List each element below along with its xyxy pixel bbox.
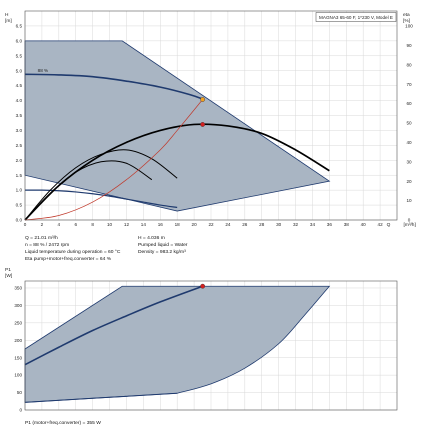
x-tick-label: 34 (310, 222, 316, 227)
y-tick-label: 250 (14, 320, 22, 325)
y-axis-label: P1 (5, 267, 11, 273)
info-text: Eta pump+motor+freq.converter = 64 % (25, 256, 112, 262)
y2-tick-label: 0 (408, 218, 411, 223)
pump_curve_88-line (24, 73, 203, 100)
y-tick-label: 3.5 (16, 113, 23, 118)
subtitle-box (315, 12, 397, 22)
x-tick-label: 16 (158, 222, 164, 227)
x-tick-label: 0 (24, 222, 27, 227)
y-tick-label: 1.0 (16, 188, 23, 193)
y-tick-label: 0.0 (16, 218, 23, 223)
x-tick-label: 42 (378, 222, 384, 227)
y2-tick-label: 80 (406, 62, 412, 67)
y-tick-label: 6.0 (16, 38, 23, 43)
y-tick-label: 3.0 (16, 128, 23, 133)
y2-tick-label: 90 (406, 43, 412, 48)
x-tick-label: 12 (124, 222, 130, 227)
power_min-line (24, 392, 178, 403)
operating-info: Q = 21.01 m³/hn = 88 % / 2472 rpmLiquid … (25, 235, 188, 262)
power-envelope (24, 285, 331, 403)
x-tick-label: 30 (276, 222, 282, 227)
x-tick-label: 4 (58, 222, 61, 227)
info-text: n = 88 % / 2472 rpm (25, 242, 69, 248)
x-tick-label: 38 (344, 222, 350, 227)
y-tick-label: 200 (14, 338, 22, 343)
y-tick-label: 6.5 (16, 24, 23, 29)
y-tick-label: 50 (17, 390, 23, 395)
x-tick-label: 20 (192, 222, 198, 227)
y-tick-label: 4.5 (16, 83, 23, 88)
efficiency_low_1-line (24, 149, 178, 221)
y-axis-unit: [m] (5, 18, 12, 24)
y-tick-label: 4.0 (16, 98, 23, 103)
x-tick-label: 32 (293, 222, 299, 227)
info-text: P1 (motor+freq.converter) = 355 W (25, 420, 101, 426)
y2-tick-label: 50 (406, 121, 412, 126)
y-tick-label: 350 (14, 286, 22, 291)
y2-tick-label: 10 (406, 198, 412, 203)
system_curve-line (24, 99, 203, 221)
x-tick-label: 14 (141, 222, 147, 227)
x-axis-unit: [m³/h] (404, 222, 416, 228)
power_point (200, 283, 206, 289)
y-tick-label: 2.0 (16, 158, 23, 163)
x-tick-label: 6 (74, 222, 77, 227)
x-tick-label: 8 (91, 222, 94, 227)
x-axis-label: Q (387, 222, 391, 228)
y2-axis-unit: [%] (403, 18, 410, 24)
x-tick-label: 26 (242, 222, 248, 227)
eta_point (200, 122, 206, 127)
plot-frame (24, 280, 398, 411)
x-tick-label: 36 (327, 222, 333, 227)
y-tick-label: 5.5 (16, 53, 23, 58)
y2-axis-label: eta (403, 12, 410, 18)
y-tick-label: 2.5 (16, 143, 23, 148)
y-tick-label: 0 (19, 408, 22, 413)
x-tick-label: 18 (175, 222, 181, 227)
x-tick-label: 28 (259, 222, 265, 227)
y-axis-label: H (5, 12, 9, 18)
power_curve-line (24, 285, 203, 366)
x-tick-label: 2 (41, 222, 44, 227)
x-tick-label: 10 (107, 222, 113, 227)
head-chart: 88 % 0.0 0.5 1.0 1.5 2.0 2.5 3.0 3.5 4.0 4.5 5.0 5.5… (5, 10, 416, 262)
y-tick-label: 0.5 (16, 203, 23, 208)
y2-tick-label: 70 (406, 82, 412, 87)
info-text: Density = 983.2 kg/m³ (138, 249, 186, 255)
y-tick-label: 300 (14, 303, 22, 308)
plot-frame (24, 10, 398, 221)
y2-tick-label: 60 (406, 101, 412, 106)
y-axis-unit: [W] (5, 273, 12, 279)
y-tick-label: 100 (14, 373, 22, 378)
x-tick-label: 24 (225, 222, 231, 227)
x-tick-label: 22 (208, 222, 214, 227)
efficiency_low_2-line (24, 160, 153, 221)
y-tick-label: 150 (14, 355, 22, 360)
y2-tick-label: 20 (406, 179, 412, 184)
chart-subtitle: MAGNA3 65-60 F, 1*230 V, Model E (319, 15, 393, 20)
info-text: Liquid temperature during operation = 60… (25, 249, 121, 255)
curve-label: 88 % (38, 68, 48, 73)
y2-tick-label: 30 (406, 159, 412, 164)
y-tick-label: 1.5 (16, 173, 23, 178)
info-text: Pumped liquid = Water (138, 242, 188, 248)
duty_point (200, 97, 206, 102)
x-tick-label: 40 (361, 222, 367, 227)
y2-tick-label: 40 (406, 140, 412, 145)
y2-tick-label: 100 (405, 24, 413, 29)
info-text: H = 4.036 m (138, 235, 165, 241)
y-tick-label: 5.0 (16, 68, 23, 73)
info-text: Q = 21.01 m³/h (25, 235, 58, 241)
power-chart: 0 50 100 150 200 250 300 350 P1[W] P1 (motor+freq… (5, 267, 398, 426)
